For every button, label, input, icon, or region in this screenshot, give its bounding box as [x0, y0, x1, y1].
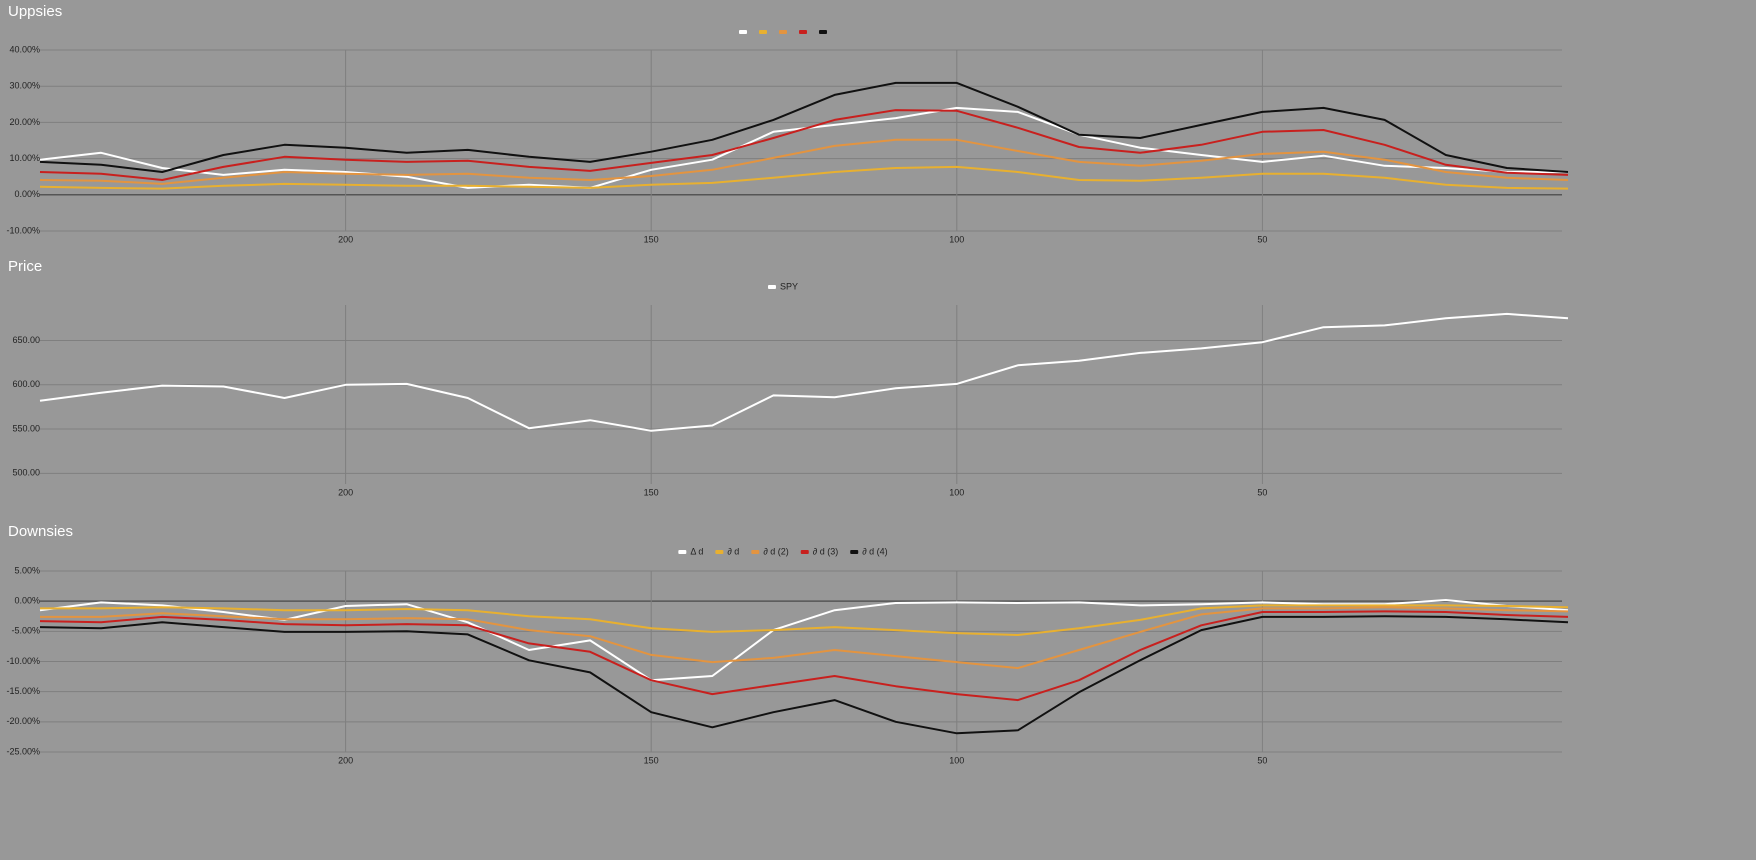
series-line: [39, 81, 1569, 173]
series-line: [39, 109, 1569, 181]
legend-swatch: [678, 550, 687, 554]
x-tick-label: 200: [338, 755, 353, 765]
x-tick-label: 200: [338, 234, 353, 244]
series-line: [40, 604, 1569, 636]
series-line: [40, 606, 1569, 670]
series-line: [39, 165, 1569, 190]
series-line: [39, 615, 1569, 735]
y-tick-label: -20.00%: [6, 716, 40, 726]
y-tick-label: 0.00%: [14, 596, 40, 606]
y-tick-label: 5.00%: [14, 565, 40, 575]
legend-swatch: [779, 30, 787, 34]
y-tick-label: 40.00%: [9, 44, 40, 54]
x-tick-label: 50: [1257, 487, 1267, 497]
legend-label: ∂ d (4): [862, 546, 887, 556]
legend-swatch: [715, 550, 724, 554]
y-tick-label: 10.00%: [9, 153, 40, 163]
y-tick-label: 30.00%: [9, 81, 40, 91]
legend-swatch: [800, 550, 809, 554]
y-tick-label: -15.00%: [6, 686, 40, 696]
x-tick-label: 150: [644, 487, 659, 497]
y-tick-label: -10.00%: [6, 225, 40, 235]
legend-label: ∂ d: [727, 546, 739, 556]
series-line: [39, 312, 1569, 432]
series-line: [39, 610, 1569, 702]
x-tick-label: 150: [644, 234, 659, 244]
series-line: [39, 599, 1569, 682]
legend-label: ∂ d (2): [763, 546, 788, 556]
x-tick-label: 100: [949, 234, 964, 244]
legend-swatch: [739, 30, 747, 34]
legend-label: SPY: [780, 281, 798, 291]
x-tick-label: 200: [338, 487, 353, 497]
y-tick-label: 550.00: [12, 423, 40, 433]
x-tick-label: 150: [644, 755, 659, 765]
chart-title: Price: [8, 258, 42, 275]
x-tick-label: 50: [1257, 755, 1267, 765]
legend-label: Δ d: [690, 546, 703, 556]
y-tick-label: -10.00%: [6, 656, 40, 666]
legend-swatch: [819, 30, 827, 34]
y-tick-label: 20.00%: [9, 117, 40, 127]
y-tick-label: 650.00: [12, 335, 40, 345]
legend-swatch: [767, 285, 776, 289]
legend-swatch: [850, 550, 859, 554]
x-tick-label: 50: [1257, 234, 1267, 244]
chart-title: Uppsies: [8, 3, 62, 20]
y-tick-label: -25.00%: [6, 746, 40, 756]
y-tick-label: -5.00%: [11, 626, 40, 636]
legend-swatch: [799, 30, 807, 34]
y-tick-label: 600.00: [12, 379, 40, 389]
y-tick-label: 500.00: [12, 468, 40, 478]
y-tick-label: 0.00%: [14, 189, 40, 199]
series-line: [39, 138, 1569, 185]
legend-swatch: [751, 550, 760, 554]
chart-title: Downsies: [8, 523, 73, 540]
x-tick-label: 100: [949, 755, 964, 765]
legend-label: ∂ d (3): [813, 546, 838, 556]
x-tick-label: 100: [949, 487, 964, 497]
legend-swatch: [759, 30, 767, 34]
